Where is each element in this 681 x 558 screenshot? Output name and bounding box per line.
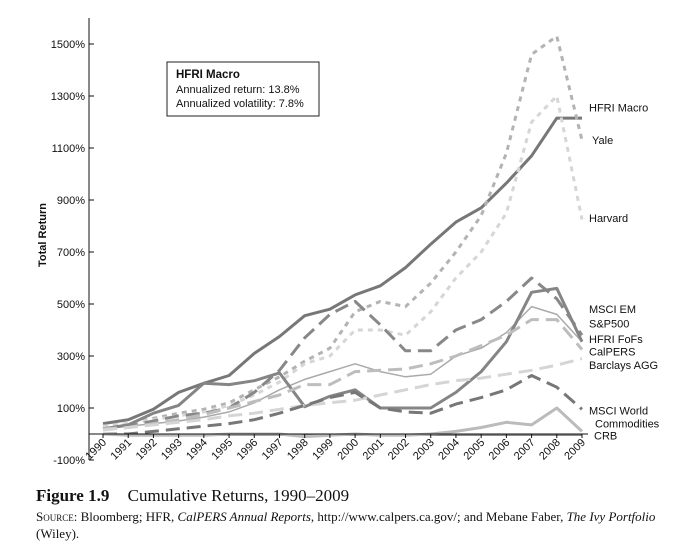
y-tick-label: 300% [57,351,85,363]
series-label-harvard: Harvard [589,213,628,225]
x-tick-label: 1995 [209,437,235,463]
x-tick-label: 1992 [134,437,160,463]
x-tick-label: 2002 [386,437,412,463]
x-tick-label: 2003 [411,437,437,463]
y-tick-label: 900% [57,195,85,207]
x-tick-label: 1999 [310,437,336,463]
y-tick-label: 1100% [52,143,86,155]
source-italic-2: The Ivy Portfolio [566,509,656,524]
annotation-box: HFRI Macro Annualized return: 13.8% Annu… [166,61,320,117]
axes [88,18,588,460]
annotation-title: HFRI Macro [176,69,240,81]
x-tick-label: 2005 [461,437,487,463]
x-tick-label: 2001 [361,437,387,463]
x-tick-label: 2006 [487,437,513,463]
y-tick-label: 1300% [51,91,85,103]
y-tick-label: 100% [57,403,85,415]
x-tick-label: 1997 [260,437,286,463]
annotation-return: Annualized return: 13.8% [176,84,300,96]
series-labels: HFRI Macro Yale Harvard MSCI EM S&P500 HFRI F… [589,103,660,443]
x-axis-ticks: 1990 1991 1992 1993 1994 1995 1996 1997 1998 1999… [83,434,588,462]
series-line-msci-em [102,276,584,431]
figure-title-line: Figure 1.9 Cumulative Returns, 1990–2009 [36,486,676,506]
x-tick-label: 1991 [109,437,135,463]
series-label-barclays-agg: Barclays AGG [589,360,658,372]
y-tick-label: -100% [53,455,85,467]
figure-label: Figure [36,486,84,505]
y-axis-ticks: -100% 100% 300% 500% 700% 900% 1100% 1300% 1500% [51,39,94,467]
series-lines [102,34,584,439]
series-line-yale [102,34,584,428]
x-tick-label: 1990 [83,437,109,463]
series-line-s-and-p500 [102,305,583,430]
y-axis-title: Total Return [37,203,49,267]
x-tick-label: 1993 [159,437,185,463]
source-text-1: Bloomberg; HFR, [80,509,175,524]
series-line-harvard [102,94,584,428]
x-tick-label: 2000 [335,437,361,463]
y-tick-label: 500% [57,299,85,311]
cumulative-returns-chart: -100% 100% 300% 500% 700% 900% 1100% 1300% 1500%… [37,18,660,467]
series-label-hfri-fofs: HFRI FoFs [589,334,643,346]
source-text-3: (Wiley). [36,526,80,541]
figure-title: Cumulative Returns, 1990–2009 [127,486,350,505]
source-italic-1: CalPERS Annual Reports [177,509,311,524]
x-tick-label: 1996 [235,437,261,463]
x-tick-label: 2004 [436,437,462,463]
x-tick-label: 2008 [537,437,563,463]
x-tick-label: 1994 [184,437,210,463]
series-label-crb: CRB [594,430,617,442]
series-line-hfri-macro [102,116,582,426]
figure-caption: Figure 1.9 Cumulative Returns, 1990–2009… [36,486,676,542]
figure-number: 1.9 [88,486,110,505]
series-line-msci-world [103,374,583,436]
series-line-barclays-agg [102,357,583,432]
series-label-msci-world: MSCI World [589,406,648,418]
x-tick-label: 2009 [562,437,588,463]
series-label-msci-em: MSCI EM [589,304,636,316]
x-tick-label: 2007 [512,437,538,463]
x-tick-label: 1998 [285,437,311,463]
series-label-calpers: CalPERS [589,346,635,358]
series-label-commodities: Commodities [595,419,660,431]
annotation-volatility: Annualized volatility: 7.8% [176,98,304,110]
source-text-2: , http://www.calpers.ca.gov/; and Mebane… [310,509,564,524]
series-label-s-and-p500: S&P500 [589,319,629,331]
series-label-hfri-macro: HFRI Macro [589,103,648,115]
series-label-yale: Yale [592,135,613,147]
y-tick-label: 1500% [51,39,85,51]
source-label: Source: [36,509,78,524]
y-tick-label: 700% [57,247,85,259]
series-line-hfri-fofs [102,286,584,431]
series-line-crb [102,406,584,439]
figure-source: Source: Bloomberg; HFR, CalPERS Annual R… [36,508,676,542]
